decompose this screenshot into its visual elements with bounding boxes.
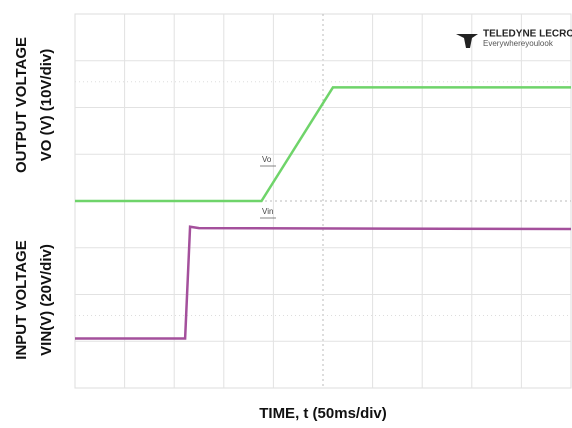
trace-label: Vo: [262, 155, 272, 164]
logo-brand: TELEDYNE LECROY: [483, 29, 572, 40]
trace: [75, 225, 572, 340]
input-scale: VIN(V) (20V/div): [38, 244, 55, 356]
trace: [75, 86, 571, 203]
logo-icon: [456, 34, 478, 48]
x-label: TIME, t (50ms/div): [259, 405, 387, 422]
output-title: OUTPUT VOLTAGE: [13, 37, 30, 173]
output-scale: VO (V) (10V/div): [38, 49, 55, 162]
logo-tagline: Everywhereyoulook: [483, 39, 554, 48]
trace-label: Vin: [262, 207, 273, 216]
input-title: INPUT VOLTAGE: [13, 240, 30, 359]
grid: [75, 14, 571, 388]
